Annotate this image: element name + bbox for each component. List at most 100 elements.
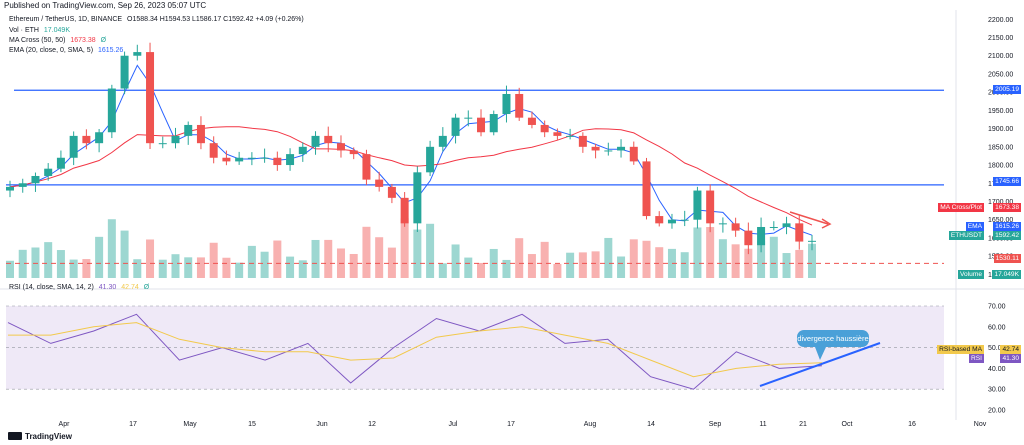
legend-rsi-value: 41.30	[98, 284, 117, 291]
volume-bar	[553, 263, 562, 278]
volume-bar	[451, 244, 460, 278]
candle-body	[578, 135, 587, 147]
candle-body	[247, 157, 256, 159]
tag-rsi: 41.30	[1000, 354, 1021, 363]
volume-bar	[413, 229, 422, 278]
tag-rsi-ma: 42.74	[1000, 345, 1021, 354]
legend-ema-label: EMA (20, close, 0, SMA, 5)	[9, 47, 94, 54]
tag-ema: 1615.26	[993, 222, 1021, 231]
candle-body	[413, 172, 422, 224]
time-axis-label: Nov	[974, 421, 987, 428]
candle-body	[655, 216, 664, 224]
volume-bar	[82, 259, 91, 278]
candle-body	[133, 52, 142, 56]
label-ema: EMA	[965, 222, 984, 231]
published-text: Published on TradingView.com, Sep 26, 20…	[4, 1, 207, 10]
candle-body	[362, 154, 371, 180]
candle-body	[158, 143, 167, 145]
volume-bar	[235, 262, 244, 278]
candle-body	[438, 135, 447, 147]
time-axis-label: Jul	[449, 421, 458, 428]
volume-bar	[311, 239, 320, 278]
tag-last: 1592.42	[993, 231, 1021, 240]
time-axis-label: Apr	[59, 421, 71, 428]
time-axis-label: 16	[908, 421, 916, 428]
volume-bar	[107, 219, 116, 278]
volume-bar	[667, 248, 676, 278]
volume-bar	[222, 257, 231, 278]
tag-resistance: 2005.19	[993, 85, 1021, 94]
candle-body	[489, 114, 498, 133]
volume-bar	[196, 257, 205, 278]
volume-bar	[464, 257, 473, 278]
candle-body	[324, 135, 333, 144]
price-axis-label: 1850.00	[988, 144, 1013, 151]
legend-volume-value: 17.049K	[43, 27, 70, 34]
time-axis-label: Jun	[316, 421, 327, 428]
candle-body	[591, 146, 600, 151]
label-ma-cross: MA Cross/Plot	[938, 203, 984, 212]
candles	[6, 42, 816, 255]
volume-bar	[273, 240, 282, 278]
rsi-axis-label: 70.00	[988, 304, 1006, 311]
price-axis-label: 2050.00	[988, 71, 1013, 78]
volume-bar	[426, 223, 435, 278]
legend-rsi-extra: Ø	[143, 284, 150, 291]
footer-text: TradingView	[25, 432, 72, 441]
candle-body	[400, 197, 409, 224]
tag-volume: 17.049K	[992, 270, 1021, 279]
legend-symbol: Ethereum / TetherUS, 1D, BINANCE O1588.3…	[9, 16, 304, 23]
volume-bar	[782, 253, 791, 278]
candle-body	[69, 135, 78, 158]
candle-body	[757, 226, 766, 246]
time-axis-label: Sep	[709, 421, 722, 428]
volume-bar	[171, 254, 180, 278]
rsi-band	[6, 305, 944, 390]
volume-bar	[133, 259, 142, 278]
volume-bar	[655, 247, 664, 278]
rsi-lines	[7, 313, 823, 390]
candle-body	[18, 183, 27, 187]
candle-body	[298, 146, 307, 155]
volume-bar	[375, 237, 384, 278]
rsi-line	[7, 313, 823, 390]
volume-bar	[629, 239, 638, 278]
ma-cross-line	[9, 126, 813, 226]
time-axis-label: 11	[759, 421, 766, 428]
label-volume: Volume	[958, 270, 984, 279]
candle-body	[426, 146, 435, 173]
volume-bar	[808, 243, 816, 278]
volume-bar	[400, 218, 409, 278]
annotation-callout: divergence haussière	[797, 330, 869, 347]
volume-bar	[515, 238, 524, 278]
rsi-ma-line	[8, 322, 823, 378]
price-axis-label: 2200.00	[988, 17, 1013, 24]
candle-body	[107, 88, 116, 133]
candle-body	[349, 150, 358, 155]
candle-body	[808, 240, 816, 242]
volume-bar	[706, 227, 715, 278]
candle-body	[209, 143, 218, 158]
candle-body	[502, 93, 511, 115]
legend-rsi: RSI (14, close, SMA, 14, 2) 41.30 42.74 …	[9, 284, 149, 291]
legend-ma-cross-value: 1673.38	[70, 37, 96, 44]
volume-bar	[757, 240, 766, 278]
candle-body	[706, 190, 715, 224]
rsi-axis-label: 20.00	[988, 408, 1006, 415]
price-axis-label: 1650.00	[988, 217, 1013, 224]
tag-support: 1745.66	[993, 177, 1021, 186]
volume-bar	[146, 239, 155, 278]
legend-ma-cross-extra: Ø	[100, 37, 107, 44]
candle-body	[782, 223, 791, 227]
candle-body	[387, 186, 396, 198]
price-axis-label: 2100.00	[988, 53, 1013, 60]
volume-bar	[591, 251, 600, 278]
candle-body	[540, 124, 549, 133]
time-axis-label: Oct	[842, 421, 853, 428]
volume-bar	[617, 256, 626, 278]
volume-bar	[502, 259, 511, 278]
volume-bar	[95, 236, 104, 278]
price-axis-label: 1900.00	[988, 126, 1013, 133]
volume-bar	[44, 242, 53, 278]
